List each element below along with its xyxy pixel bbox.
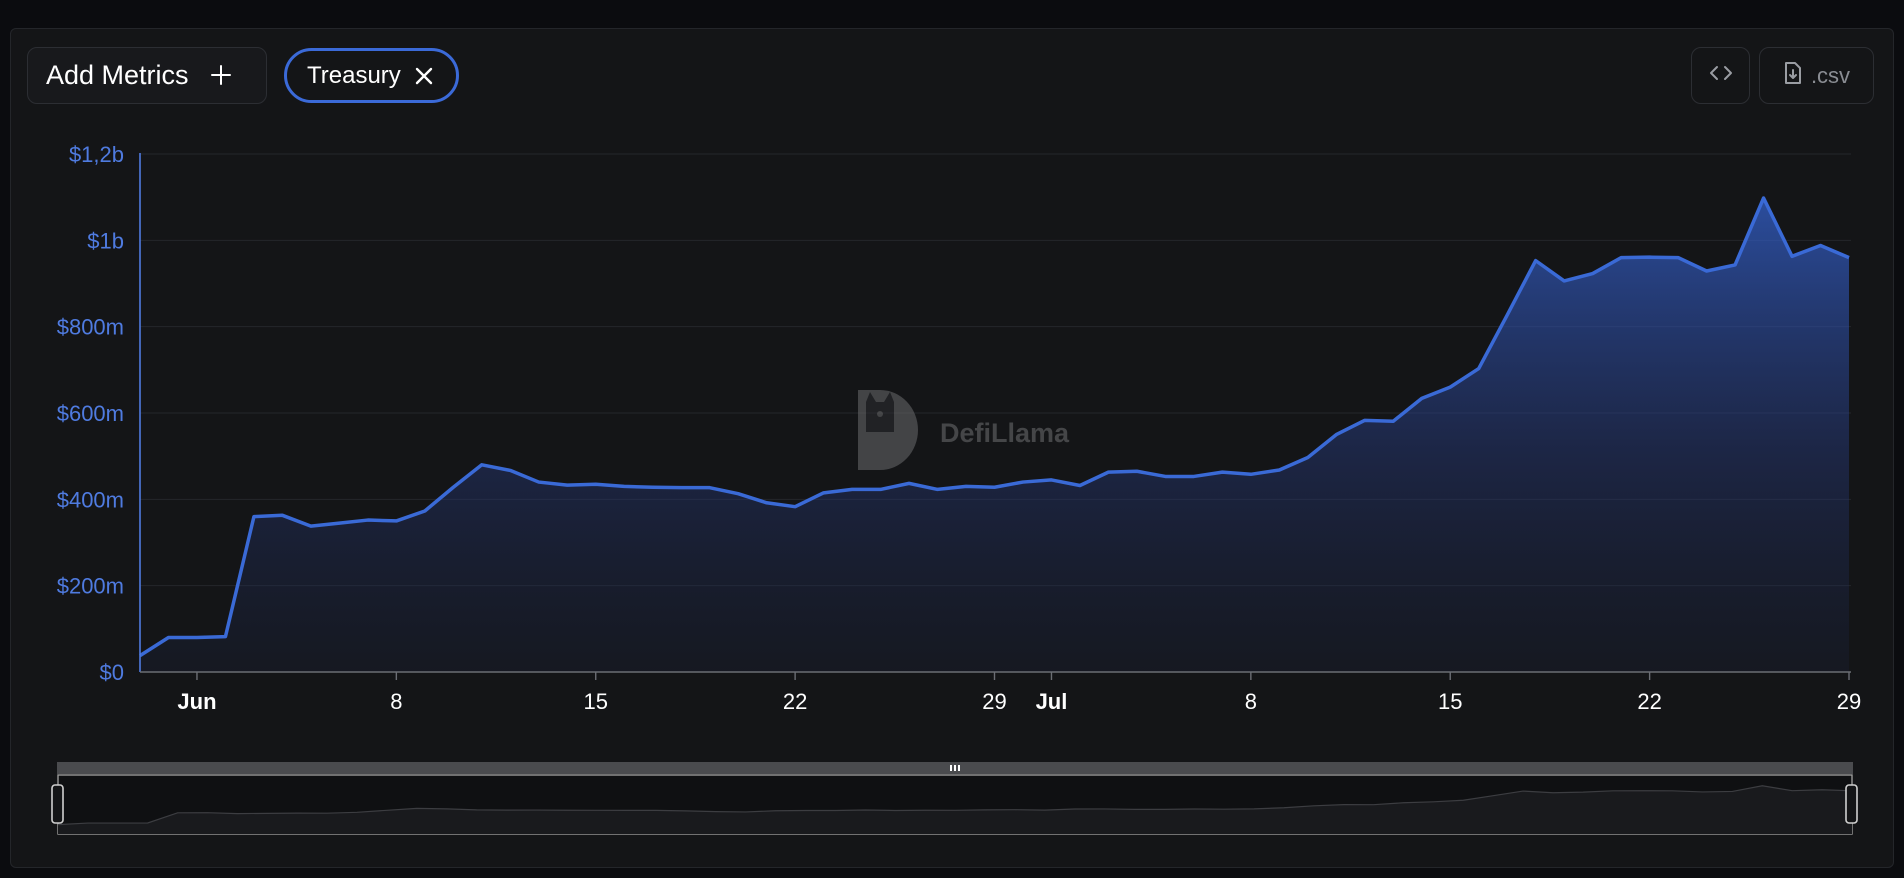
treasury-metric-chip[interactable]: Treasury [284,48,459,103]
data-point [1250,473,1252,475]
y-tick-label: $600m [57,401,124,426]
download-csv-button[interactable]: .csv [1759,47,1874,104]
file-download-icon [1783,61,1803,91]
data-point [1791,255,1793,257]
data-point [1620,256,1622,258]
data-point [1221,471,1223,473]
x-tick-label: 22 [783,689,807,714]
data-point [1278,469,1280,471]
x-tick-label: 22 [1637,689,1661,714]
data-point [310,525,312,527]
data-point [737,493,739,495]
data-point [822,492,824,494]
data-point [1449,386,1451,388]
y-tick-label: $1,2b [69,142,124,167]
embed-button[interactable] [1691,47,1750,104]
data-point [1648,256,1650,258]
data-point [1677,256,1679,258]
data-point [1478,367,1480,369]
csv-label: .csv [1810,62,1851,88]
data-point [509,469,511,471]
y-tick-label: $200m [57,574,124,599]
code-icon [1709,63,1733,88]
y-tick-label: $400m [57,487,124,512]
data-point [424,510,426,512]
data-point [851,488,853,490]
data-point [167,636,169,638]
x-tick-label: 8 [1245,689,1257,714]
data-point [1762,197,1764,199]
data-point [566,484,568,486]
y-tick-label: $1b [87,228,124,253]
data-point [993,486,995,488]
data-point [1136,470,1138,472]
data-point [879,488,881,490]
data-point [1392,420,1394,422]
data-point [338,522,340,524]
data-point [965,485,967,487]
data-point [1848,256,1850,258]
x-tick-label: Jul [1036,689,1068,714]
add-metrics-label: Add Metrics [46,60,189,90]
data-point [538,481,540,483]
data-point [1506,314,1508,316]
data-point [936,488,938,490]
data-point [395,520,397,522]
data-point [680,486,682,488]
data-point [1193,475,1195,477]
data-point [224,635,226,637]
data-point [481,464,483,466]
data-point [908,482,910,484]
data-point [1705,270,1707,272]
data-point [1734,264,1736,266]
watermark-text: DefiLlama [940,418,1070,448]
plus-icon [209,60,233,92]
data-point [367,519,369,521]
y-tick-label: $800m [57,315,124,340]
y-tick-label: $0 [100,660,124,685]
data-point [281,514,283,516]
data-point [1164,475,1166,477]
data-point [1364,419,1366,421]
x-tick-label: Jun [177,689,216,714]
data-point [595,483,597,485]
data-point [708,486,710,488]
data-point [1050,479,1052,481]
data-point [1335,433,1337,435]
data-point [1107,471,1109,473]
x-tick-label: 15 [583,689,607,714]
data-point [253,515,255,517]
data-point [1591,272,1593,274]
x-tick-label: 29 [1837,689,1861,714]
close-icon[interactable] [413,65,435,87]
x-tick-label: 8 [390,689,402,714]
data-point [1079,484,1081,486]
data-point [652,486,654,488]
add-metrics-button[interactable]: Add Metrics [27,47,267,104]
data-point [196,636,198,638]
data-point [1022,481,1024,483]
x-tick-label: 15 [1438,689,1462,714]
defillama-watermark: DefiLlama [858,390,1070,470]
data-point [794,505,796,507]
data-point [1563,280,1565,282]
data-point [623,485,625,487]
series-line [139,196,1850,658]
series-area [140,198,1849,672]
x-tick-label: 29 [982,689,1006,714]
data-point [1819,244,1821,246]
data-point [1534,259,1536,261]
data-point [1421,397,1423,399]
data-point [452,486,454,488]
chip-label: Treasury [307,61,401,89]
data-point [765,502,767,504]
data-point [1307,456,1309,458]
